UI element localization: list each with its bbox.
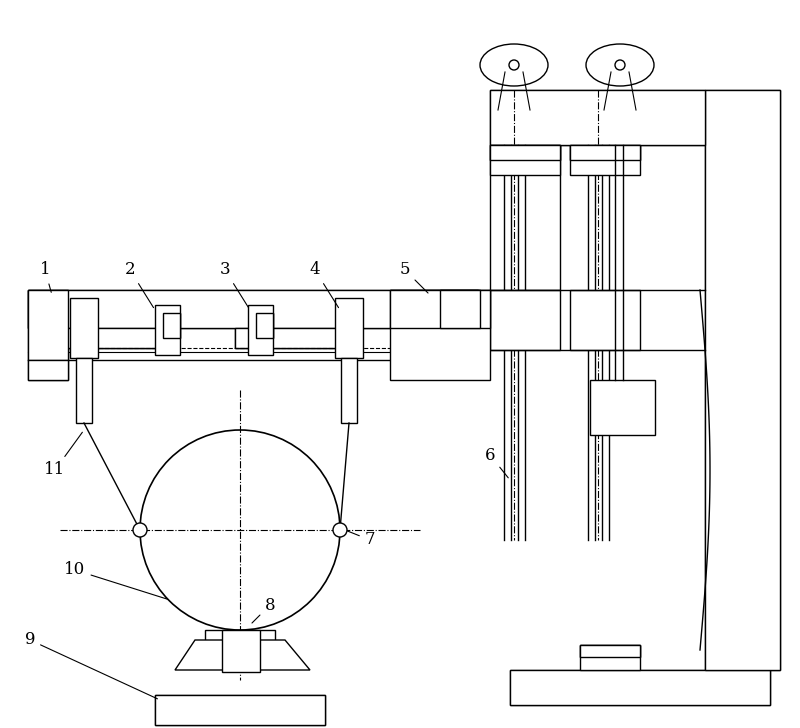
Bar bbox=[248, 305, 273, 355]
Ellipse shape bbox=[480, 44, 548, 86]
Bar bbox=[28, 290, 478, 328]
Bar bbox=[440, 290, 480, 328]
Bar bbox=[28, 360, 68, 380]
Bar bbox=[440, 290, 480, 328]
Bar bbox=[256, 313, 273, 338]
Bar bbox=[580, 645, 640, 657]
Bar bbox=[70, 298, 98, 358]
Bar bbox=[163, 313, 180, 338]
Bar bbox=[28, 290, 68, 360]
Bar bbox=[490, 145, 560, 290]
Bar bbox=[55, 328, 175, 348]
Bar bbox=[155, 305, 180, 355]
Text: 2: 2 bbox=[125, 261, 154, 308]
Bar bbox=[335, 298, 363, 358]
Bar bbox=[256, 313, 273, 338]
Bar bbox=[390, 290, 490, 328]
Bar bbox=[155, 695, 325, 725]
Circle shape bbox=[133, 523, 147, 537]
Bar bbox=[390, 290, 490, 380]
Circle shape bbox=[140, 430, 340, 630]
Bar bbox=[705, 90, 780, 670]
Bar bbox=[163, 313, 180, 338]
Bar bbox=[490, 290, 560, 350]
Text: 1: 1 bbox=[40, 261, 51, 293]
Bar bbox=[390, 290, 490, 328]
Bar bbox=[155, 695, 325, 725]
Bar bbox=[222, 630, 260, 672]
Text: 10: 10 bbox=[64, 561, 167, 599]
Bar bbox=[490, 90, 705, 145]
Bar bbox=[570, 290, 640, 350]
Circle shape bbox=[615, 60, 625, 70]
Text: 3: 3 bbox=[220, 261, 249, 308]
Text: 7: 7 bbox=[347, 531, 375, 548]
Bar bbox=[580, 645, 640, 670]
Bar bbox=[76, 358, 92, 423]
Bar bbox=[570, 145, 640, 160]
Text: 9: 9 bbox=[25, 631, 158, 699]
Bar bbox=[490, 145, 560, 160]
Text: 5: 5 bbox=[400, 261, 428, 293]
Bar bbox=[235, 328, 355, 348]
Bar bbox=[205, 630, 275, 668]
Bar bbox=[510, 670, 770, 705]
Bar bbox=[235, 328, 355, 348]
Bar bbox=[570, 145, 640, 160]
Bar bbox=[570, 145, 640, 175]
Bar bbox=[28, 360, 68, 380]
Text: 11: 11 bbox=[44, 432, 82, 478]
Bar bbox=[580, 645, 640, 657]
Bar bbox=[28, 290, 68, 360]
Bar bbox=[510, 670, 770, 705]
Text: 4: 4 bbox=[310, 261, 338, 308]
Circle shape bbox=[333, 523, 347, 537]
Text: 8: 8 bbox=[252, 596, 275, 623]
Bar bbox=[490, 145, 560, 175]
Bar bbox=[28, 290, 478, 328]
Bar bbox=[341, 358, 357, 423]
Circle shape bbox=[509, 60, 519, 70]
Ellipse shape bbox=[586, 44, 654, 86]
Bar bbox=[590, 380, 655, 435]
Bar bbox=[490, 145, 560, 160]
Bar bbox=[490, 90, 705, 145]
Text: 6: 6 bbox=[485, 446, 508, 478]
Bar bbox=[705, 90, 780, 670]
Bar bbox=[55, 328, 175, 348]
Polygon shape bbox=[175, 640, 310, 670]
